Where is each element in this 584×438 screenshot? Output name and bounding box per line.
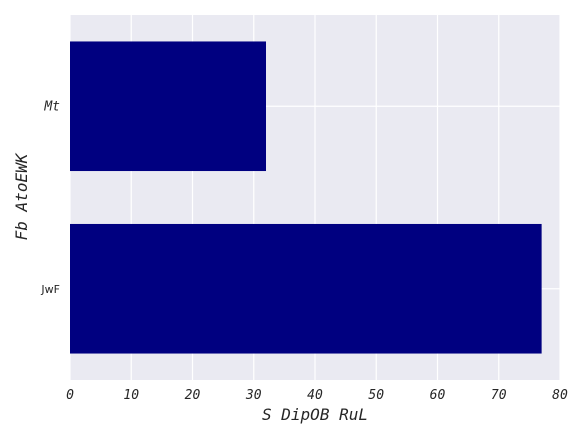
x-tick-label: 80	[552, 388, 568, 403]
x-tick-label: 60	[430, 388, 446, 403]
y-category-label: Mt	[43, 99, 60, 114]
y-axis-title: Fb AtoEWK	[12, 152, 31, 240]
x-tick-label: 10	[123, 388, 139, 403]
y-category-labels: Mt JwF	[40, 99, 60, 296]
y-category-label: JwF	[40, 283, 60, 296]
bar-mt	[70, 41, 266, 172]
bars	[70, 41, 542, 354]
x-tick-label: 70	[491, 388, 507, 403]
x-tick-label: 30	[245, 388, 262, 403]
x-tick-labels: 0 10 20 30 40 50 60 70 80	[66, 388, 568, 403]
x-tick-label: 40	[307, 388, 323, 403]
bar-jwf	[70, 223, 542, 354]
x-tick-label: 50	[368, 388, 384, 403]
x-tick-label: 20	[185, 388, 201, 403]
x-axis-title: S DipOB RuL	[262, 405, 368, 424]
x-tick-label: 0	[66, 388, 74, 403]
